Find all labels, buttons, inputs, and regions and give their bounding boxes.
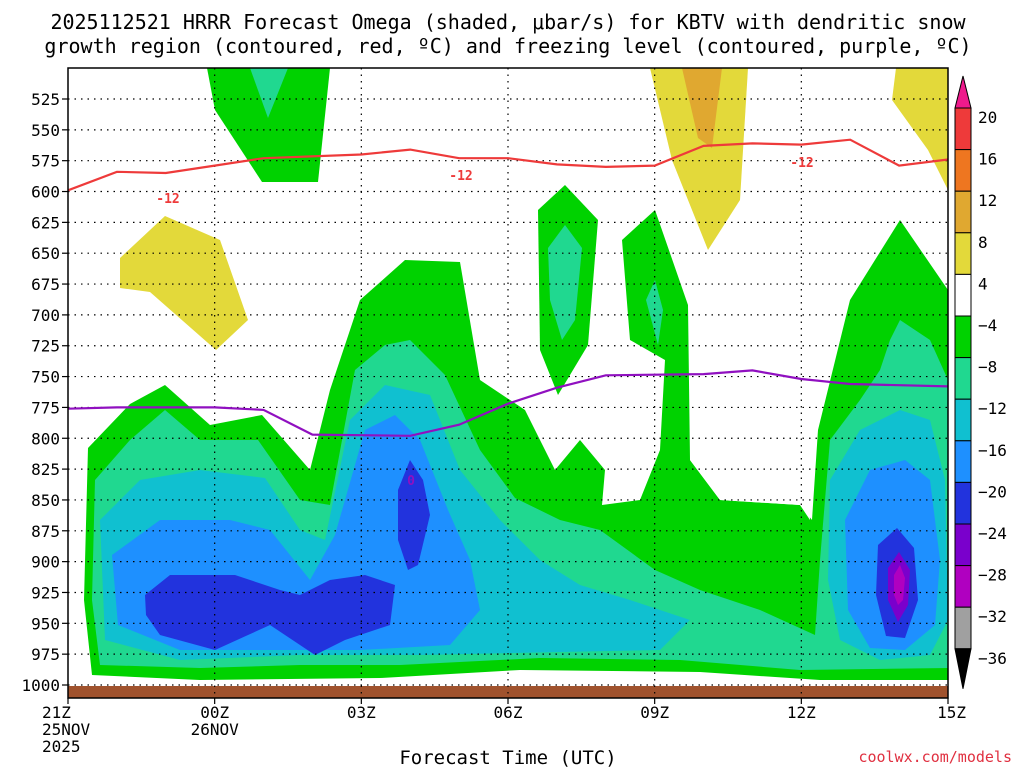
- colorbar-swatch-2: [954, 149, 972, 192]
- colorbar-swatch-7: [954, 357, 972, 400]
- y-tick-label-700: 700: [31, 306, 60, 325]
- y-tick-label-650: 650: [31, 244, 60, 263]
- colorbar-label-1: 16: [978, 150, 997, 169]
- colorbar-swatch-10: [954, 481, 972, 525]
- x-tick-label-0-3: 2025: [42, 737, 81, 756]
- colorbar-label-0: 20: [978, 108, 997, 127]
- colorbar-label-2: 12: [978, 191, 997, 210]
- grid-lines: [68, 68, 948, 698]
- omega-white-gap-09z: [690, 355, 810, 520]
- y-tick-label-850: 850: [31, 491, 60, 510]
- omega-teal-column-09z: [646, 280, 663, 345]
- colorbar-swatch-11: [954, 523, 972, 567]
- y-tick-label-625: 625: [31, 213, 60, 232]
- colorbar-swatch-8: [954, 398, 972, 442]
- colorbar-swatch-5: [954, 273, 972, 317]
- x-tick-label-12-1: 09Z: [640, 703, 669, 722]
- x-tick-label-9-1: 06Z: [494, 703, 523, 722]
- colorbar-swatch-3: [954, 190, 972, 234]
- x-tick-label-0-2: 25NOV: [42, 720, 91, 739]
- contour-labels: -12 -12 -12 0: [156, 156, 813, 489]
- y-tick-label-525: 525: [31, 90, 60, 109]
- colorbar-label-9: −20: [978, 482, 1007, 501]
- x-tick-label-15-1: 12Z: [787, 703, 816, 722]
- omega-magenta-right-core: [894, 565, 905, 605]
- y-tick-label-925: 925: [31, 583, 60, 602]
- colorbar-label-10: −24: [978, 524, 1007, 543]
- dgz-minus-12-contour: [68, 138, 948, 192]
- x-tick-label-3-1: 00Z: [200, 703, 229, 722]
- y-tick-label-775: 775: [31, 398, 60, 417]
- colorbar-label-7: −12: [978, 399, 1007, 418]
- colorbar-label-12: −32: [978, 607, 1007, 626]
- colorbar-label-8: −16: [978, 441, 1007, 460]
- colorbar-swatch-6: [954, 315, 972, 359]
- omega-teal-top-blob: [250, 68, 288, 118]
- y-tick-label-800: 800: [31, 429, 60, 448]
- colorbar-label-3: 8: [978, 233, 988, 252]
- y-tick-label-750: 750: [31, 368, 60, 387]
- omega-darkblue-region: [145, 575, 395, 655]
- y-axis: 525 550 575 600 625 650 675 700 725 750 775 800 825 8…: [21, 90, 68, 695]
- omega-positive-4-8-right-upper: [650, 68, 748, 250]
- omega-positive-4-8-far-right: [892, 68, 948, 190]
- chart-title-line2: growth region (contoured, red, ºC) and f…: [44, 34, 971, 58]
- omega-positive-8-12-right-upper: [682, 68, 722, 148]
- colorbar-swatch-4: [954, 232, 972, 275]
- plot-area: -12 -12 -12 0: [68, 68, 948, 698]
- colorbar-label-5: −4: [978, 316, 997, 335]
- y-tick-label-825: 825: [31, 460, 60, 479]
- colorbar-swatch-9: [954, 440, 972, 483]
- x-tick-label-3-2: 26NOV: [191, 720, 240, 739]
- y-tick-label-950: 950: [31, 614, 60, 633]
- colorbar-label-4: 4: [978, 274, 988, 293]
- y-tick-label-1000: 1000: [21, 676, 60, 695]
- dgz-label-1: -12: [156, 192, 179, 207]
- dgz-label-2: -12: [449, 169, 472, 184]
- y-tick-label-600: 600: [31, 183, 60, 202]
- y-tick-label-875: 875: [31, 522, 60, 541]
- colorbar-label-11: −28: [978, 566, 1007, 585]
- colorbar-swatch-1: [954, 107, 972, 151]
- x-tick-label-18-1: 15Z: [937, 703, 966, 722]
- omega-shading: [84, 68, 948, 680]
- colorbar-swatch-13: [954, 606, 972, 650]
- y-tick-label-675: 675: [31, 275, 60, 294]
- colorbar-label-6: −8: [978, 358, 997, 377]
- omega-positive-4-8-left: [120, 216, 248, 350]
- omega-darkblue-column-04z: [398, 460, 430, 570]
- credit-text: coolwx.com/models: [858, 748, 1012, 766]
- chart-title-line1: 2025112521 HRRR Forecast Omega (shaded, …: [50, 10, 966, 34]
- freezing-level-contour: [68, 369, 948, 437]
- colorbar-swatch-12: [954, 565, 972, 608]
- freezing-label: 0: [407, 474, 415, 489]
- x-tick-label-0-1: 21Z: [42, 703, 71, 722]
- y-tick-label-575: 575: [31, 152, 60, 171]
- dgz-label-3: -12: [790, 156, 813, 171]
- colorbar: 20 16 12 8 4 −4 −8 −12 −16 −20 −24 −28 −32 −36: [954, 75, 1007, 689]
- y-tick-label-975: 975: [31, 645, 60, 664]
- colorbar-top-arrow: [954, 75, 972, 109]
- x-tick-label-6-1: 03Z: [347, 703, 376, 722]
- y-tick-label-900: 900: [31, 553, 60, 572]
- colorbar-bottom-arrow: [954, 648, 972, 689]
- y-tick-label-550: 550: [31, 121, 60, 140]
- omega-green-top-blob: [207, 68, 330, 182]
- y-tick-label-725: 725: [31, 337, 60, 356]
- x-axis-label: Forecast Time (UTC): [399, 747, 616, 768]
- colorbar-label-13: −36: [978, 649, 1007, 668]
